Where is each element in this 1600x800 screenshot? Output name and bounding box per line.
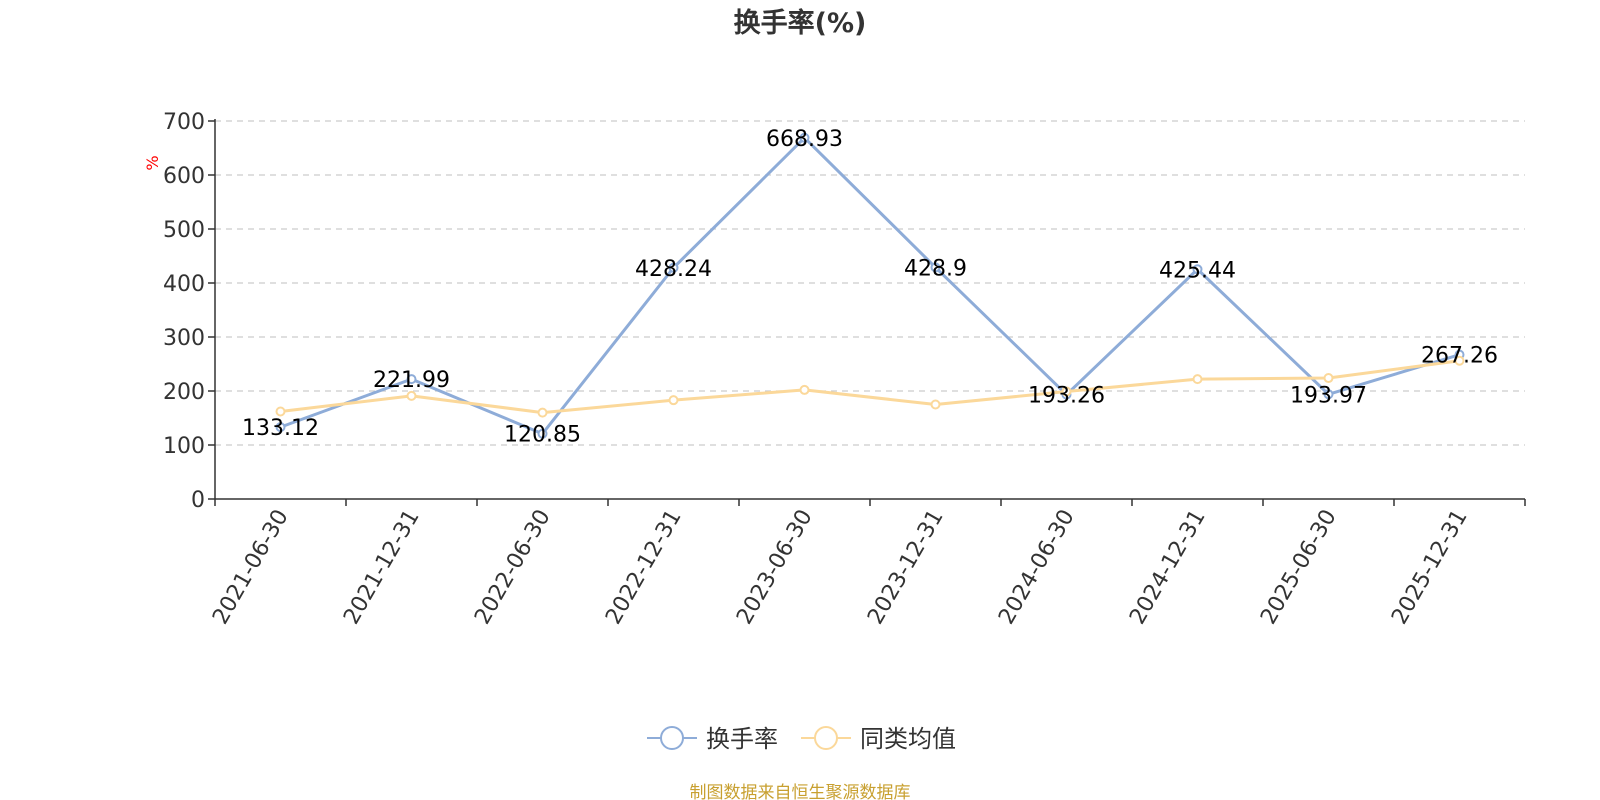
series-2-point xyxy=(537,407,548,418)
x-axis: 2021-06-30 2021-12-31 2022-06-30 2022-12-31… xyxy=(208,498,1526,629)
data-label: 193.97 xyxy=(1290,383,1367,408)
series-2-point xyxy=(1192,374,1203,385)
data-label: 668.93 xyxy=(766,127,843,152)
data-label: 267.26 xyxy=(1421,344,1498,369)
series-2-point xyxy=(406,390,417,401)
y-axis: 0 100 200 300 400 500 600 700 xyxy=(163,110,216,513)
series-1-point xyxy=(537,428,548,439)
series-1-point xyxy=(668,262,679,273)
data-labels: 133.12 221.99 120.85 428.24 668.93 428.9 193.2… xyxy=(242,127,1498,448)
series-layer xyxy=(275,132,1465,439)
series-2-point xyxy=(1323,373,1334,384)
y-tick-label: 600 xyxy=(163,164,205,189)
legend-item-2[interactable]: 同类均值 xyxy=(801,725,956,753)
series-2-point xyxy=(275,406,286,417)
legend-circle-icon xyxy=(660,726,684,750)
series-1-point xyxy=(1192,264,1203,275)
x-tick-label: 2021-12-31 xyxy=(339,506,425,629)
y-tick-label: 700 xyxy=(163,110,205,135)
legend-item-1[interactable]: 换手率 xyxy=(647,725,778,753)
series-2-point xyxy=(1061,386,1072,397)
series-2-point xyxy=(1454,355,1465,366)
y-axis-unit: % xyxy=(143,155,162,170)
x-tick-label: 2025-12-31 xyxy=(1387,506,1473,629)
series-1-point xyxy=(1323,389,1334,400)
series-line-2 xyxy=(280,359,1460,415)
x-tick-label: 2024-06-30 xyxy=(994,506,1080,629)
data-label: 221.99 xyxy=(373,368,450,393)
data-label: 428.24 xyxy=(635,257,712,282)
gridlines xyxy=(215,120,1525,446)
y-tick-label: 200 xyxy=(163,380,205,405)
series-1-point xyxy=(406,374,417,385)
y-tick-label: 300 xyxy=(163,326,205,351)
x-tick-label: 2023-12-31 xyxy=(863,506,949,629)
series-1-point xyxy=(930,262,941,273)
legend-label: 换手率 xyxy=(706,725,778,753)
y-tick-label: 100 xyxy=(163,434,205,459)
data-label: 193.26 xyxy=(1028,384,1105,409)
x-tick-label: 2021-06-30 xyxy=(208,506,294,629)
data-label: 133.12 xyxy=(242,416,319,441)
legend-label: 同类均值 xyxy=(860,725,956,753)
series-2-point xyxy=(799,384,810,395)
legend[interactable]: 换手率 同类均值 xyxy=(647,725,956,753)
x-tick-label: 2023-06-30 xyxy=(732,506,818,629)
chart-title: 换手率(%) xyxy=(734,7,867,39)
y-tick-label: 400 xyxy=(163,272,205,297)
series-2-point xyxy=(668,395,679,406)
legend-circle-icon xyxy=(814,726,838,750)
series-line-1 xyxy=(279,136,1460,436)
series-1-point xyxy=(275,422,286,433)
x-tick-label: 2024-12-31 xyxy=(1125,506,1211,629)
y-tick-label: 0 xyxy=(191,488,205,513)
x-tick-label: 2025-06-30 xyxy=(1256,506,1342,629)
data-label: 425.44 xyxy=(1159,258,1236,283)
series-2-point xyxy=(930,399,941,410)
data-label: 120.85 xyxy=(504,423,581,448)
y-tick-label: 500 xyxy=(163,218,205,243)
data-label: 428.9 xyxy=(904,256,967,281)
x-tick-label: 2022-12-31 xyxy=(601,506,687,629)
series-1-point xyxy=(799,132,810,143)
x-tick-label: 2022-06-30 xyxy=(470,506,556,629)
data-source-note: 制图数据来自恒生聚源数据库 xyxy=(690,783,911,800)
